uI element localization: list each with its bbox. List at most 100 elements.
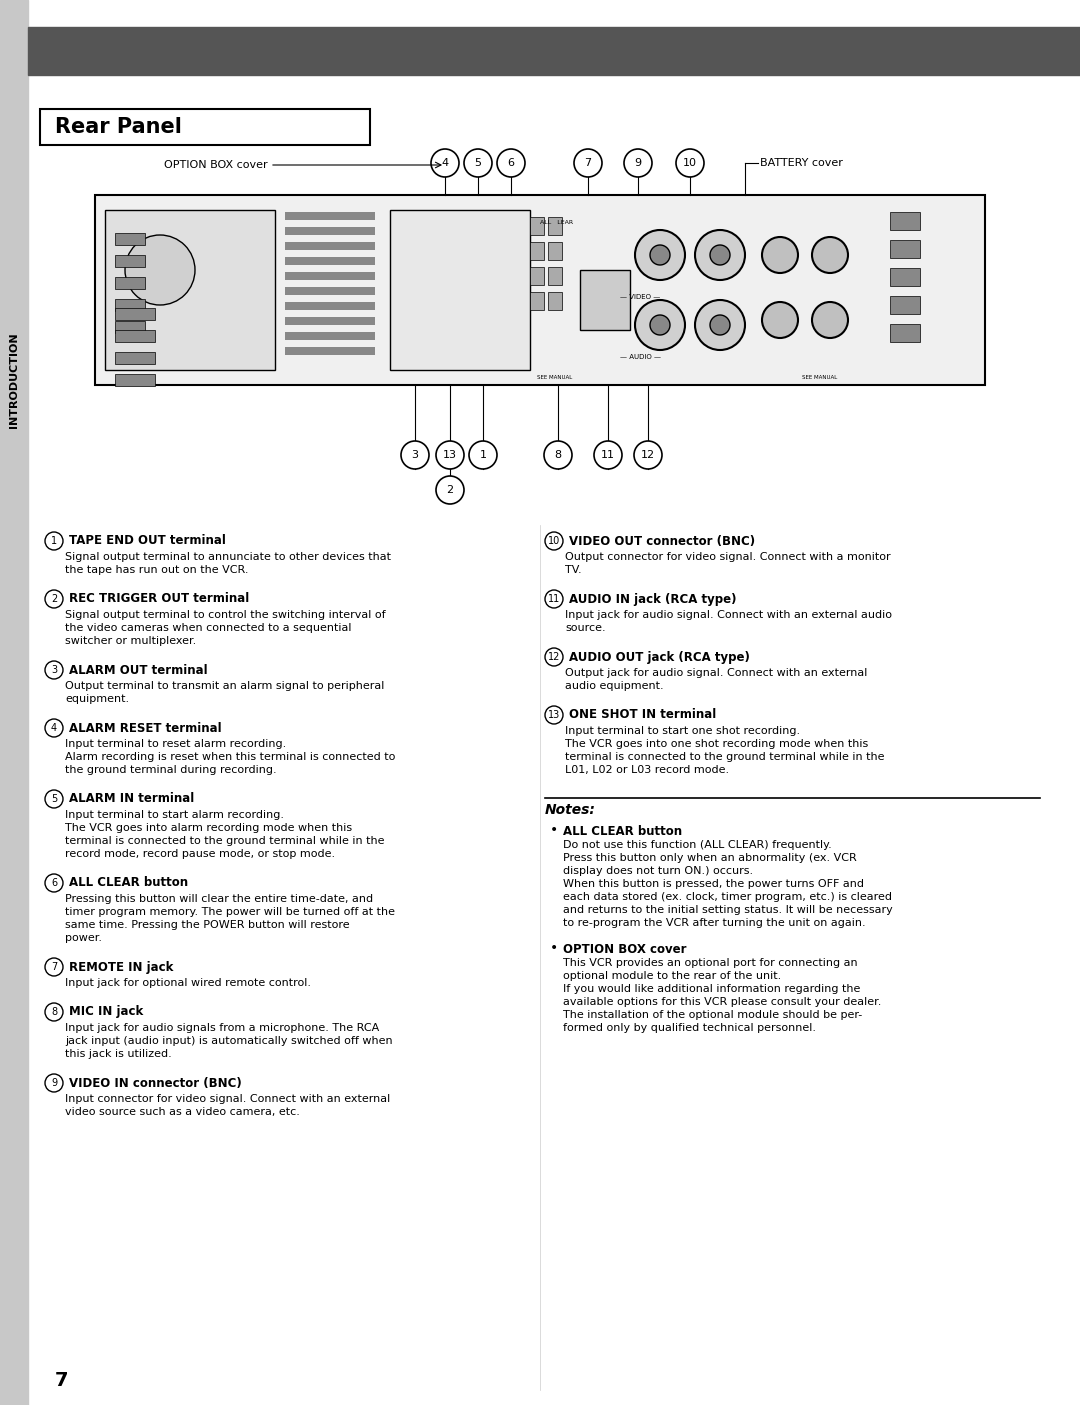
Circle shape	[762, 237, 798, 273]
Text: the ground terminal during recording.: the ground terminal during recording.	[65, 764, 276, 776]
Circle shape	[635, 301, 685, 350]
Bar	[548, 292, 562, 311]
Text: ALL CLEAR button: ALL CLEAR button	[563, 825, 683, 837]
Circle shape	[545, 532, 563, 549]
Text: 9: 9	[634, 157, 642, 169]
Text: jack input (audio input) is automatically switched off when: jack input (audio input) is automaticall…	[65, 1035, 393, 1045]
Bar	[40, 110, 370, 145]
Text: 9: 9	[51, 1078, 57, 1087]
Text: Output jack for audio signal. Connect with an external: Output jack for audio signal. Connect wi…	[565, 667, 867, 679]
Text: each data stored (ex. clock, timer program, etc.) is cleared: each data stored (ex. clock, timer progr…	[563, 892, 892, 902]
Bar	[114, 353, 156, 364]
Bar	[530, 267, 544, 285]
Bar	[285, 212, 375, 221]
Bar	[890, 212, 920, 230]
Text: Input jack for audio signals from a microphone. The RCA: Input jack for audio signals from a micr…	[65, 1023, 379, 1033]
Bar	[580, 270, 630, 330]
Circle shape	[497, 149, 525, 177]
Text: INTRODUCTION: INTRODUCTION	[9, 332, 19, 427]
Text: Notes:: Notes:	[545, 804, 596, 816]
Text: Input terminal to start alarm recording.: Input terminal to start alarm recording.	[65, 811, 284, 821]
Text: 1: 1	[51, 535, 57, 547]
Circle shape	[812, 302, 848, 339]
Text: 7: 7	[51, 962, 57, 972]
Bar	[285, 228, 375, 235]
Bar	[285, 287, 375, 295]
Bar	[0, 0, 28, 1405]
Circle shape	[676, 149, 704, 177]
Text: Input jack for audio signal. Connect with an external audio: Input jack for audio signal. Connect wit…	[565, 610, 892, 620]
Bar	[114, 299, 145, 311]
Text: ALL CLEAR button: ALL CLEAR button	[69, 877, 188, 889]
Circle shape	[469, 441, 497, 469]
Text: audio equipment.: audio equipment.	[565, 681, 663, 691]
Bar	[548, 267, 562, 285]
Circle shape	[545, 648, 563, 666]
Text: ONE SHOT IN terminal: ONE SHOT IN terminal	[569, 708, 716, 722]
Text: formed only by qualified technical personnel.: formed only by qualified technical perso…	[563, 1023, 816, 1033]
Text: BATTERY cover: BATTERY cover	[760, 157, 842, 169]
Text: 12: 12	[548, 652, 561, 662]
Circle shape	[812, 237, 848, 273]
Circle shape	[45, 874, 63, 892]
Text: ALARM RESET terminal: ALARM RESET terminal	[69, 722, 221, 735]
Circle shape	[573, 149, 602, 177]
Text: 4: 4	[442, 157, 448, 169]
Bar	[114, 320, 145, 333]
Text: Alarm recording is reset when this terminal is connected to: Alarm recording is reset when this termi…	[65, 752, 395, 762]
Circle shape	[635, 230, 685, 280]
Text: SEE MANUAL: SEE MANUAL	[802, 375, 838, 379]
Bar	[285, 318, 375, 325]
Circle shape	[436, 441, 464, 469]
Circle shape	[594, 441, 622, 469]
Text: source.: source.	[565, 622, 606, 634]
Circle shape	[401, 441, 429, 469]
Circle shape	[45, 719, 63, 738]
Text: 3: 3	[51, 665, 57, 674]
Circle shape	[45, 532, 63, 549]
Bar	[890, 268, 920, 287]
Text: 2: 2	[446, 485, 454, 495]
Circle shape	[544, 441, 572, 469]
Bar	[285, 257, 375, 266]
Text: ALARM IN terminal: ALARM IN terminal	[69, 792, 194, 805]
Text: — AUDIO —: — AUDIO —	[620, 354, 661, 360]
Text: TAPE END OUT terminal: TAPE END OUT terminal	[69, 534, 226, 548]
Text: 13: 13	[443, 450, 457, 459]
Text: timer program memory. The power will be turned off at the: timer program memory. The power will be …	[65, 908, 395, 917]
Text: VIDEO IN connector (BNC): VIDEO IN connector (BNC)	[69, 1076, 242, 1089]
Bar	[285, 302, 375, 311]
Text: 7: 7	[55, 1370, 68, 1390]
Text: The installation of the optional module should be per-: The installation of the optional module …	[563, 1010, 862, 1020]
Text: Press this button only when an abnormality (ex. VCR: Press this button only when an abnormali…	[563, 853, 856, 863]
Text: 13: 13	[548, 710, 561, 719]
Text: power.: power.	[65, 933, 102, 943]
Circle shape	[634, 441, 662, 469]
Text: SEE MANUAL: SEE MANUAL	[538, 375, 572, 379]
Text: video source such as a video camera, etc.: video source such as a video camera, etc…	[65, 1107, 300, 1117]
Text: Signal output terminal to annunciate to other devices that: Signal output terminal to annunciate to …	[65, 552, 391, 562]
Text: Pressing this button will clear the entire time-date, and: Pressing this button will clear the enti…	[65, 894, 373, 903]
Text: If you would like additional information regarding the: If you would like additional information…	[563, 983, 861, 993]
Text: •: •	[550, 823, 558, 837]
Text: This VCR provides an optional port for connecting an: This VCR provides an optional port for c…	[563, 958, 858, 968]
Bar	[114, 374, 156, 386]
Text: 8: 8	[554, 450, 562, 459]
Bar	[114, 254, 145, 267]
Circle shape	[436, 476, 464, 504]
Circle shape	[545, 705, 563, 724]
Text: switcher or multiplexer.: switcher or multiplexer.	[65, 636, 197, 646]
Text: record mode, record pause mode, or stop mode.: record mode, record pause mode, or stop …	[65, 849, 335, 858]
Circle shape	[45, 790, 63, 808]
Text: terminal is connected to the ground terminal while in the: terminal is connected to the ground term…	[65, 836, 384, 846]
Bar	[114, 277, 145, 289]
Circle shape	[710, 315, 730, 334]
Text: 2: 2	[51, 594, 57, 604]
Text: Input connector for video signal. Connect with an external: Input connector for video signal. Connec…	[65, 1094, 390, 1104]
Circle shape	[45, 590, 63, 608]
Text: 5: 5	[51, 794, 57, 804]
Text: 5: 5	[474, 157, 482, 169]
Text: and returns to the initial setting status. It will be necessary: and returns to the initial setting statu…	[563, 905, 893, 915]
Circle shape	[431, 149, 459, 177]
Text: 4: 4	[51, 724, 57, 733]
